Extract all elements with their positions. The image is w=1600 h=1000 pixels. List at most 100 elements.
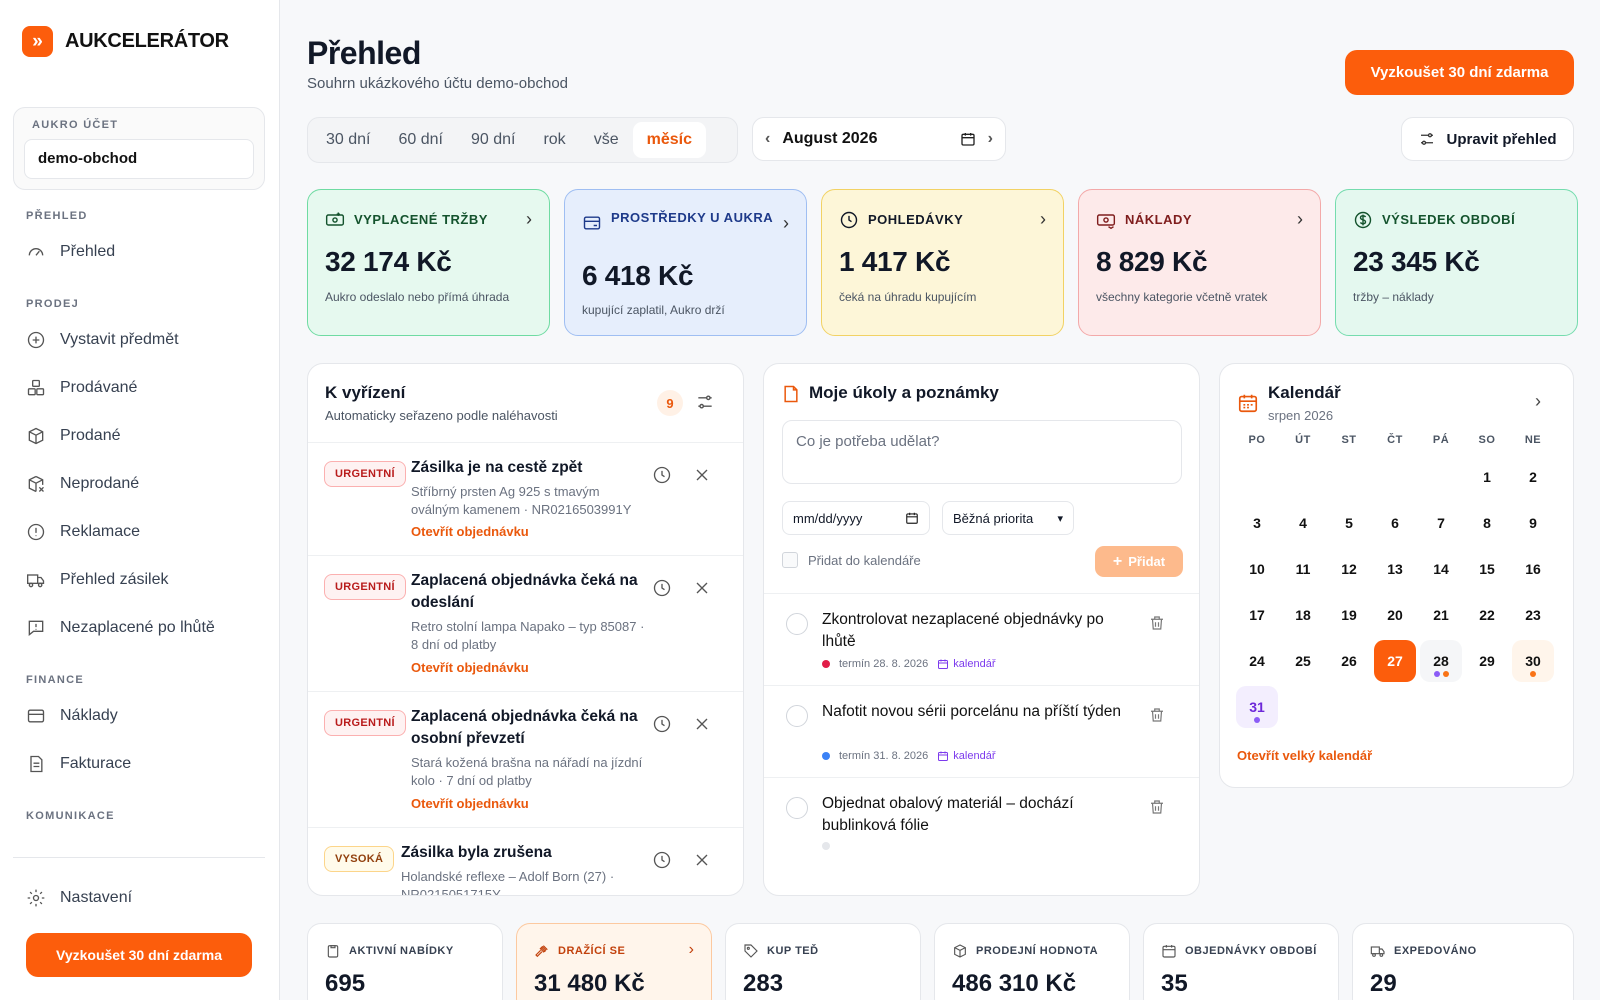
period-all[interactable]: vše	[593, 131, 619, 148]
filter-icon[interactable]	[695, 392, 715, 412]
calendar-day[interactable]: 23	[1525, 607, 1541, 623]
calendar-day[interactable]: 26	[1341, 653, 1357, 669]
period-30[interactable]: 30 dní	[326, 131, 371, 148]
open-big-calendar-link[interactable]: Otevřít velký kalendář	[1237, 748, 1373, 763]
stat-card-drazici[interactable]: DRAŽÍCÍ SE › 31 480 Kč	[516, 923, 712, 1000]
close-icon[interactable]	[692, 714, 712, 734]
open-order-link[interactable]: Otevřít objednávku	[411, 524, 529, 539]
sidebar-item-reklamace[interactable]: Reklamace	[26, 516, 256, 548]
period-month[interactable]: měsíc	[632, 122, 706, 158]
sidebar-item-neprodane[interactable]: Neprodané	[26, 468, 256, 500]
calendar-day[interactable]: 19	[1341, 607, 1357, 623]
calendar-day[interactable]: 14	[1433, 561, 1449, 577]
calendar-day[interactable]: 30	[1512, 640, 1554, 682]
stat-card-aktivni[interactable]: AKTIVNÍ NABÍDKY 695	[307, 923, 503, 1000]
kpi-card-prostredky[interactable]: PROSTŘEDKY U AUKRA › 6 418 Kč kupující z…	[564, 189, 807, 336]
calendar-day[interactable]: 17	[1249, 607, 1265, 623]
calendar-day[interactable]: 25	[1295, 653, 1311, 669]
calendar-day[interactable]: 24	[1249, 653, 1265, 669]
calendar-day[interactable]: 4	[1299, 515, 1307, 531]
calendar-day[interactable]: 10	[1249, 561, 1265, 577]
todo-item[interactable]: URGENTNÍ Zaplacená objednávka čeká na os…	[308, 691, 743, 827]
kpi-card-trzby[interactable]: VYPLACENÉ TRŽBY › 32 174 Kč Aukro odesla…	[307, 189, 550, 336]
chevron-right-icon[interactable]: ›	[1535, 391, 1541, 411]
note-calendar-link[interactable]: kalendář	[937, 750, 995, 762]
chevron-left-icon[interactable]: ‹	[765, 130, 771, 147]
trash-icon[interactable]	[1148, 614, 1166, 632]
sidebar-item-prodane[interactable]: Prodané	[26, 420, 256, 452]
note-checkbox[interactable]	[786, 705, 808, 727]
close-icon[interactable]	[692, 465, 712, 485]
trash-icon[interactable]	[1148, 798, 1166, 816]
sidebar-item-nezaplacene[interactable]: Nezaplacené po lhůtě	[26, 612, 256, 644]
open-order-link[interactable]: Otevřít objednávku	[411, 796, 529, 811]
note-checkbox[interactable]	[786, 797, 808, 819]
priority-select[interactable]: Běžná priorita ▾	[942, 501, 1074, 535]
calendar-day[interactable]: 7	[1437, 515, 1445, 531]
snooze-clock-icon[interactable]	[652, 578, 672, 598]
period-90[interactable]: 90 dní	[470, 131, 516, 148]
period-60[interactable]: 60 dní	[398, 131, 443, 148]
sidebar-item-naklady[interactable]: Náklady	[26, 700, 256, 732]
stat-card-prodejni-hodnota[interactable]: PRODEJNÍ HODNOTA 486 310 Kč	[934, 923, 1130, 1000]
add-note-button[interactable]: + Přidat	[1095, 546, 1183, 577]
kpi-card-pohledavky[interactable]: POHLEDÁVKY › 1 417 Kč čeká na úhradu kup…	[821, 189, 1064, 336]
period-year[interactable]: rok	[543, 131, 566, 148]
snooze-clock-icon[interactable]	[652, 465, 672, 485]
kpi-card-naklady[interactable]: NÁKLADY › 8 829 Kč všechny kategorie vče…	[1078, 189, 1321, 336]
calendar-day[interactable]: 12	[1341, 561, 1357, 577]
calendar-icon[interactable]	[960, 131, 976, 147]
sidebar-item-fakturace[interactable]: Fakturace	[26, 748, 256, 780]
open-order-link[interactable]: Otevřít objednávku	[411, 660, 529, 675]
stat-card-expedovano[interactable]: EXPEDOVÁNO 29	[1352, 923, 1574, 1000]
add-to-calendar-checkbox[interactable]: Přidat do kalendáře	[782, 552, 921, 568]
calendar-day[interactable]: 1	[1483, 469, 1491, 485]
kpi-card-vysledek[interactable]: VÝSLEDEK OBDOBÍ 23 345 Kč tržby – náklad…	[1335, 189, 1578, 336]
calendar-day[interactable]: 29	[1479, 653, 1495, 669]
todo-item[interactable]: URGENTNÍ Zaplacená objednávka čeká na od…	[308, 555, 743, 691]
sidebar-trial-button[interactable]: Vyzkoušet 30 dní zdarma	[26, 933, 252, 977]
due-date-input[interactable]: mm/dd/yyyy	[782, 501, 930, 535]
calendar-day[interactable]: 18	[1295, 607, 1311, 623]
calendar-day[interactable]: 6	[1391, 515, 1399, 531]
calendar-day[interactable]: 20	[1387, 607, 1403, 623]
sidebar-item-zasilky[interactable]: Přehled zásilek	[26, 564, 256, 596]
account-select[interactable]: demo-obchod	[24, 139, 254, 179]
calendar-day[interactable]: 22	[1479, 607, 1495, 623]
sidebar-item-prodavane[interactable]: Prodávané	[26, 372, 256, 404]
logo[interactable]: » AUKCELERÁTOR	[22, 26, 229, 57]
note-calendar-link[interactable]: kalendář	[937, 658, 995, 670]
edit-overview-button[interactable]: Upravit přehled	[1401, 117, 1574, 161]
note-checkbox[interactable]	[786, 613, 808, 635]
calendar-day[interactable]: 28	[1420, 640, 1462, 682]
calendar-day[interactable]: 3	[1253, 515, 1261, 531]
sidebar-item-nastaveni[interactable]: Nastavení	[26, 882, 256, 914]
calendar-day[interactable]: 31	[1236, 686, 1278, 728]
calendar-day[interactable]: 13	[1387, 561, 1403, 577]
calendar-day[interactable]: 2	[1529, 469, 1537, 485]
todo-item[interactable]: VYSOKÁ Zásilka byla zrušena Holandské re…	[308, 827, 743, 895]
sidebar-item-prehled[interactable]: Přehled	[26, 236, 256, 268]
todo-item[interactable]: URGENTNÍ Zásilka je na cestě zpět Stříbr…	[308, 442, 743, 555]
month-value[interactable]: August 2026	[782, 130, 878, 147]
calendar-day[interactable]: 11	[1295, 561, 1311, 577]
snooze-clock-icon[interactable]	[652, 850, 672, 870]
calendar-day[interactable]: 9	[1529, 515, 1537, 531]
close-icon[interactable]	[692, 578, 712, 598]
sidebar-item-vystavit[interactable]: Vystavit předmět	[26, 324, 256, 356]
calendar-day[interactable]: 5	[1345, 515, 1353, 531]
stat-card-kup-ted[interactable]: KUP TEĎ 283	[725, 923, 921, 1000]
calendar-day[interactable]: 15	[1479, 561, 1495, 577]
trash-icon[interactable]	[1148, 706, 1166, 724]
checkbox[interactable]	[782, 552, 798, 568]
close-icon[interactable]	[692, 850, 712, 870]
chevron-right-icon[interactable]: ›	[987, 130, 993, 147]
snooze-clock-icon[interactable]	[652, 714, 672, 734]
calendar-day[interactable]: 21	[1433, 607, 1449, 623]
new-note-input[interactable]: Co je potřeba udělat?	[782, 420, 1182, 484]
calendar-day[interactable]: 8	[1483, 515, 1491, 531]
trial-button[interactable]: Vyzkoušet 30 dní zdarma	[1345, 50, 1574, 95]
calendar-day[interactable]: 16	[1525, 561, 1541, 577]
stat-card-objednavky[interactable]: OBJEDNÁVKY OBDOBÍ 35	[1143, 923, 1339, 1000]
calendar-day[interactable]: 27	[1374, 640, 1416, 682]
